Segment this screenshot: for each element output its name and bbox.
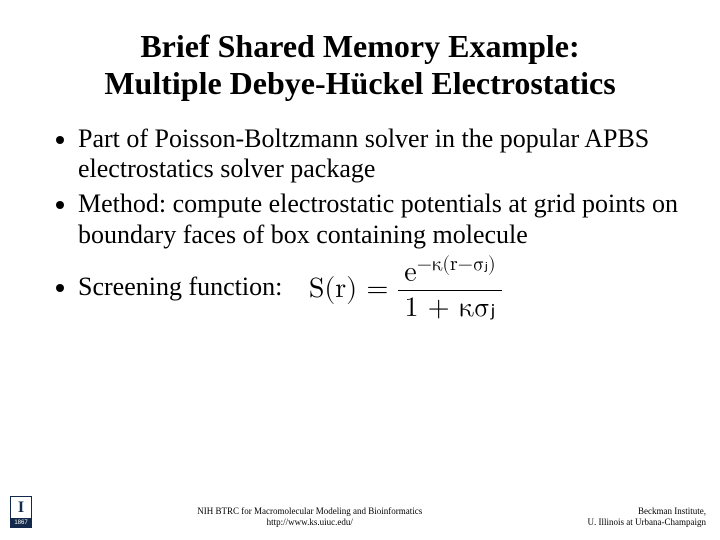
formula-num-exp: −κ(r−σⱼ) xyxy=(417,254,496,274)
logo-letter: I xyxy=(18,499,24,517)
bullet-2: Method: compute electrostatic potentials… xyxy=(78,189,680,250)
fraction-bar xyxy=(398,290,501,291)
formula-lhs: S(r) = xyxy=(309,273,388,306)
logo-year: 1867 xyxy=(10,519,32,528)
footer-center-line1: NIH BTRC for Macromolecular Modeling and… xyxy=(32,506,588,517)
formula-denominator: 1 + κσⱼ xyxy=(399,293,502,324)
slide-title: Brief Shared Memory Example: Multiple De… xyxy=(40,28,680,102)
footer-right: Beckman Institute, U. Illinois at Urbana… xyxy=(588,506,710,528)
slide: Brief Shared Memory Example: Multiple De… xyxy=(0,0,720,540)
illinois-logo: I 1867 xyxy=(10,496,32,528)
bullet-3-text: Screening function: xyxy=(78,272,282,301)
formula-numerator: e−κ(r−σⱼ) xyxy=(398,254,501,288)
slide-footer: I 1867 NIH BTRC for Macromolecular Model… xyxy=(0,496,720,528)
bullet-1: Part of Poisson-Boltzmann solver in the … xyxy=(78,124,680,185)
footer-left: I 1867 xyxy=(10,496,32,528)
footer-right-line1: Beckman Institute, xyxy=(588,506,706,517)
formula-fraction: e−κ(r−σⱼ) 1 + κσⱼ xyxy=(398,254,501,324)
title-line-1: Brief Shared Memory Example: xyxy=(140,28,579,64)
screening-formula: S(r) = e−κ(r−σⱼ) 1 + κσⱼ xyxy=(309,254,502,324)
footer-center: NIH BTRC for Macromolecular Modeling and… xyxy=(32,506,588,528)
formula-num-base: e xyxy=(404,259,416,287)
bullet-list: Part of Poisson-Boltzmann solver in the … xyxy=(40,124,680,325)
logo-top: I xyxy=(10,496,32,519)
footer-right-line2: U. Illinois at Urbana-Champaign xyxy=(588,517,706,528)
title-line-2: Multiple Debye-Hückel Electrostatics xyxy=(104,65,615,101)
bullet-3: Screening function: S(r) = e−κ(r−σⱼ) 1 +… xyxy=(78,254,680,324)
footer-center-line2: http://www.ks.uiuc.edu/ xyxy=(32,517,588,528)
